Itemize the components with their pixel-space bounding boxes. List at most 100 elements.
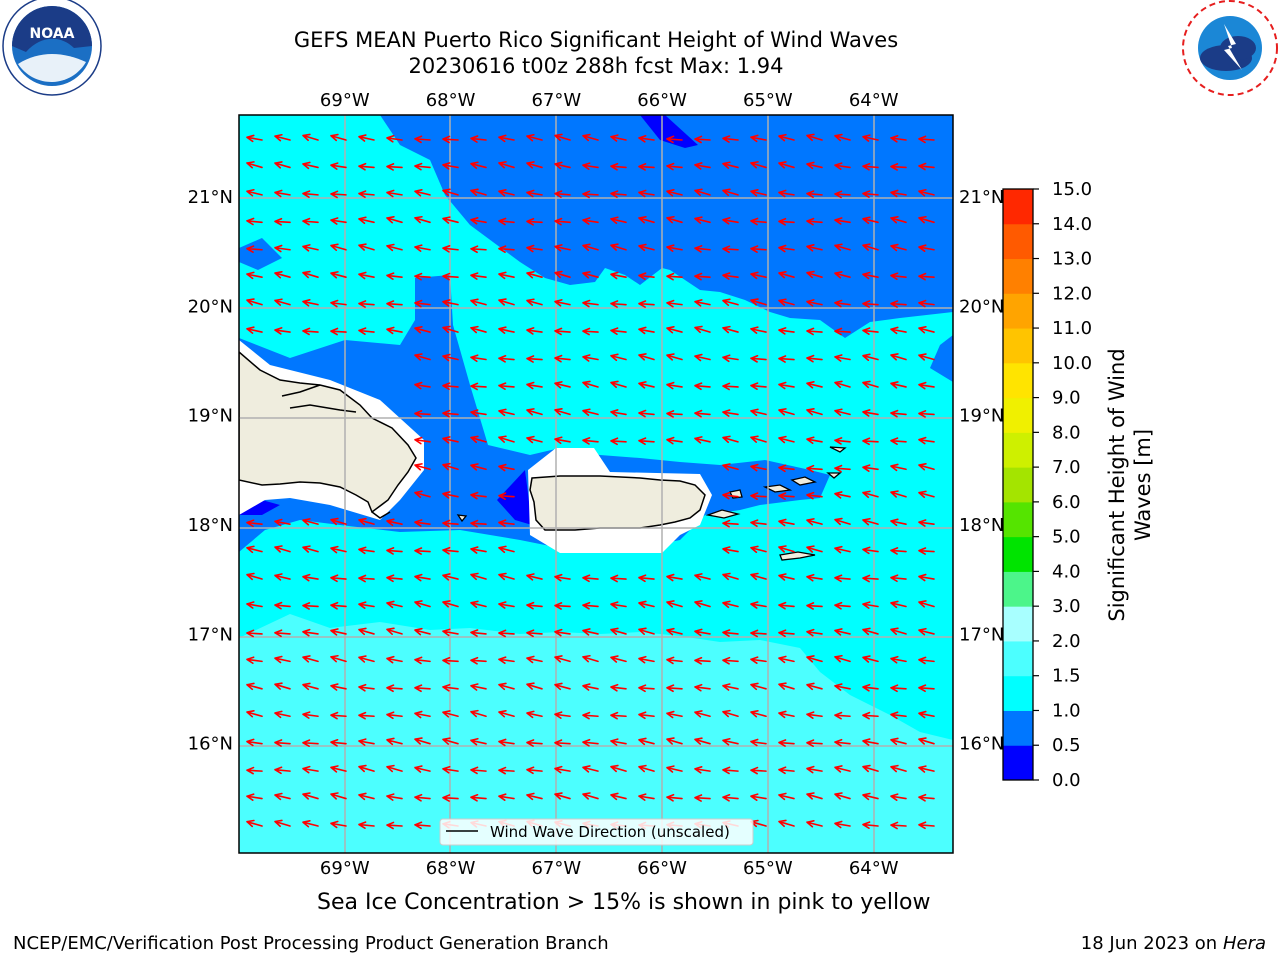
wave-direction-arrow [274,682,291,690]
wave-direction-arrow [358,738,375,746]
wave-direction-arrow [498,738,515,747]
wave-band-0-5-to-1-0m-east [930,335,953,382]
wave-direction-arrow [918,793,935,802]
wave-direction-arrow [302,190,319,198]
wave-band-1-5-to-2-0m-south [239,614,953,853]
lon-tick-label-top: 65°W [743,90,793,111]
wave-direction-arrow [666,381,683,390]
wave-direction-arrow [694,710,711,718]
wave-direction-arrow [442,546,459,555]
wave-direction-arrow [358,546,375,555]
wave-direction-arrow [358,764,375,773]
wave-direction-arrow [666,215,683,224]
wave-direction-arrow [610,243,627,251]
footer-host: Hera [1222,933,1266,954]
wave-direction-arrow [470,188,487,196]
wave-direction-arrow [582,217,599,225]
wave-direction-arrow [862,821,879,829]
wave-direction-arrow [358,655,375,663]
wave-direction-arrow [638,381,655,389]
wave-direction-arrow [470,409,487,417]
wave-direction-arrow [414,627,431,636]
wave-direction-arrow [414,135,431,144]
wave-direction-arrow [554,133,571,142]
wave-direction-arrow [526,327,543,335]
wave-direction-arrow [862,683,879,692]
wave-direction-arrow [918,573,935,582]
wave-direction-arrow [274,739,291,747]
wave-direction-arrow [442,628,459,637]
wave-direction-arrow [330,711,347,720]
wave-direction-arrow [918,135,935,144]
wave-direction-arrow [806,602,823,610]
wave-direction-arrow [554,711,571,719]
wave-direction-arrow [890,655,907,664]
wave-direction-arrow [722,435,739,444]
wave-direction-arrow [442,245,459,253]
wave-direction-arrow [862,353,879,362]
colorbar-bin [1003,640,1033,677]
wave-direction-arrow [386,711,403,720]
wave-direction-arrow [666,573,683,582]
wave-direction-arrow [554,270,571,279]
wave-direction-arrow [498,354,515,363]
colorbar-bin [1003,467,1033,503]
lon-tick-label-top: 68°W [426,90,476,111]
wave-direction-arrow [918,244,935,252]
wave-direction-arrow [526,133,543,142]
wave-direction-arrow [442,794,459,802]
wave-direction-arrow [498,656,515,665]
wave-direction-arrow [414,573,431,582]
colorbar-bins [1003,189,1033,781]
wave-direction-arrow [834,628,851,636]
wave-direction-arrow [582,162,599,170]
wave-direction-arrow [526,710,543,719]
wave-direction-arrow [246,682,263,691]
wave-direction-arrow [890,793,907,801]
wave-direction-arrow [442,600,459,608]
lat-tick-label-left: 17°N [188,624,233,645]
wave-direction-arrow [526,655,543,664]
wave-direction-arrow [666,162,683,171]
wave-direction-arrow [694,409,711,418]
wave-direction-arrow [750,738,767,747]
wave-direction-arrow [666,353,683,361]
lat-tick-label-left: 18°N [188,515,233,536]
wave-direction-arrow [442,436,459,444]
wave-direction-arrow [526,766,543,775]
lat-tick-label-right: 19°N [959,406,1004,427]
land-virgin-islands [456,446,847,561]
wave-direction-arrow [918,162,935,171]
wave-direction-arrow [470,709,487,718]
wave-direction-arrow [442,272,459,281]
colorbar-bin [1003,223,1033,260]
wave-direction-arrow [750,189,767,197]
wave-direction-arrow [778,355,795,363]
wave-direction-arrow [722,546,739,554]
wave-direction-arrow [386,547,403,555]
wave-direction-arrow [638,600,655,609]
wave-direction-arrow [358,821,375,829]
wave-direction-arrow [582,408,599,416]
wave-direction-arrow [358,243,375,251]
wave-direction-arrow [778,435,795,444]
wave-direction-vectors [246,133,935,830]
wave-direction-arrow [750,435,767,443]
lat-tick-label-right: 17°N [959,624,1004,645]
wave-direction-arrow [386,793,403,801]
wave-direction-arrow [834,162,851,170]
wave-direction-arrow [834,437,851,445]
wave-direction-arrow [778,655,795,664]
wave-direction-arrow [834,491,851,499]
wave-direction-arrow [582,792,599,800]
wave-direction-arrow [694,436,711,444]
wave-direction-arrow [750,463,767,472]
wave-direction-arrow [582,601,599,610]
axis-ticks: 69°W 69°W 68°W 68°W 67°W 67°W 66°W 66°W 65°W 65°W… [188,90,1005,879]
wave-direction-arrow [778,545,795,553]
wave-direction-arrow [778,792,795,801]
wave-direction-arrow [722,766,739,775]
wave-direction-arrow [386,326,403,335]
wave-direction-arrow [806,408,823,416]
wave-direction-arrow [750,298,767,306]
